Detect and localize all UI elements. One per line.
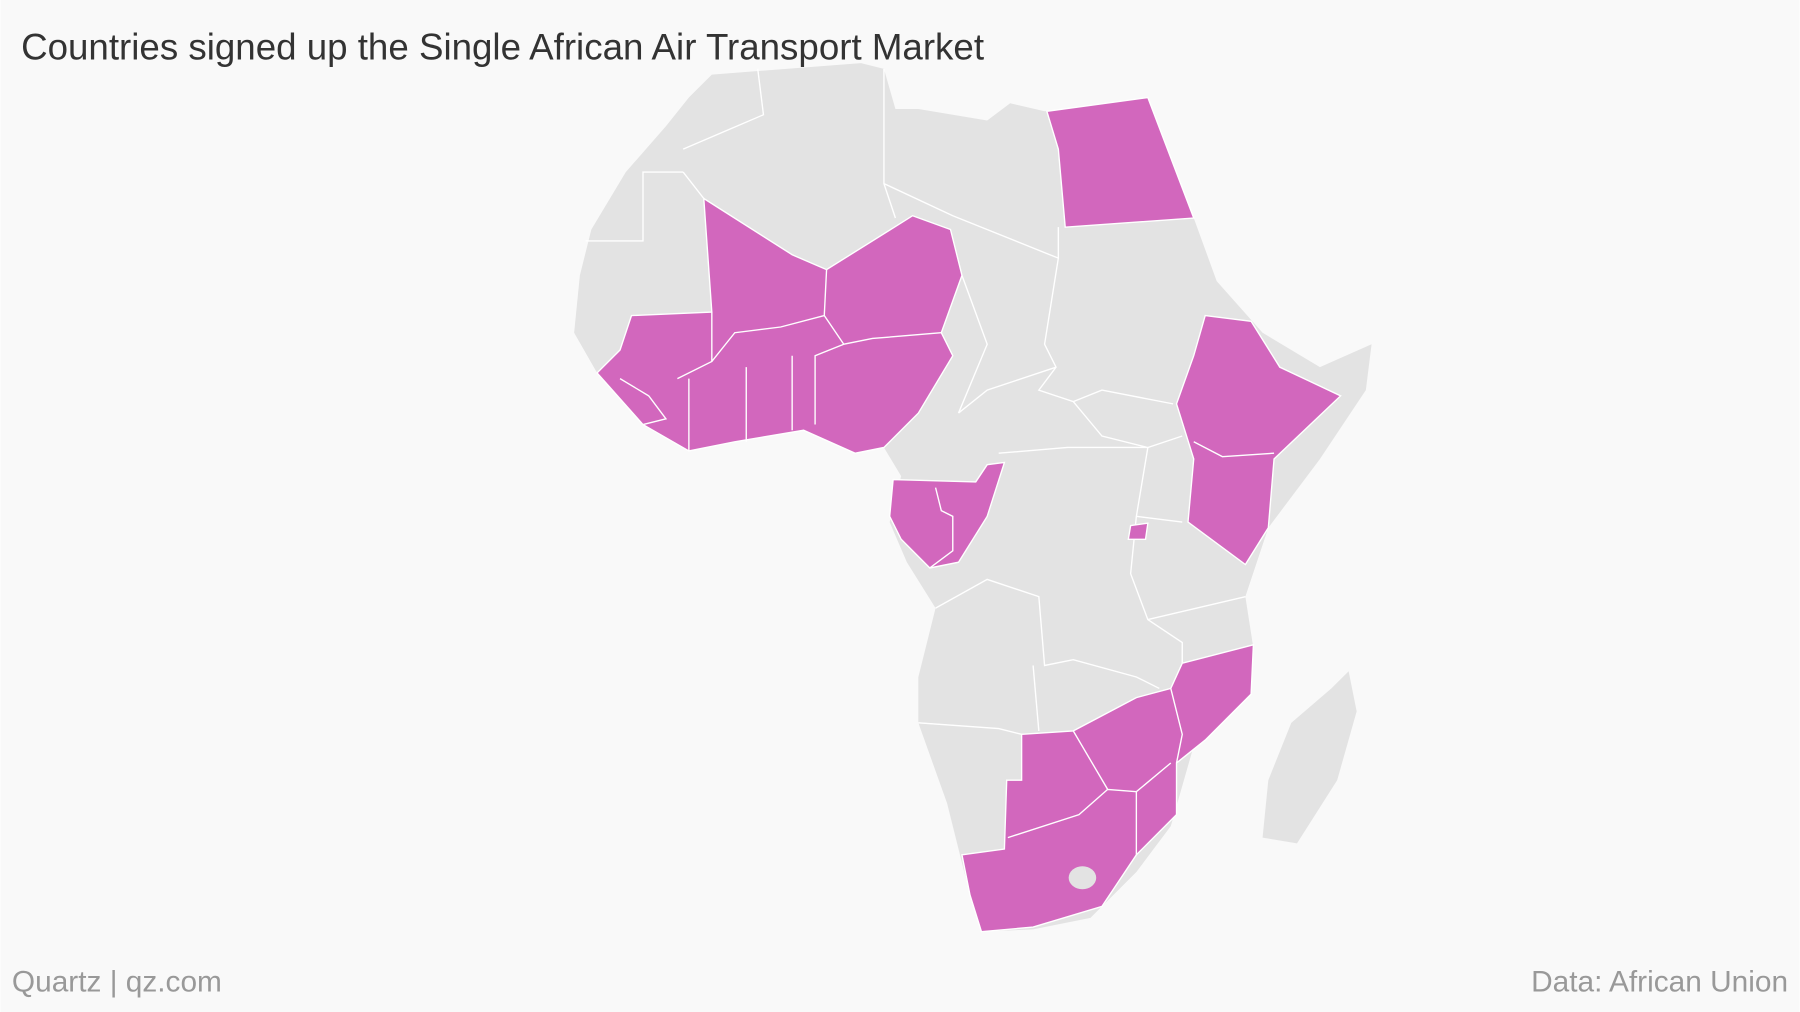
egypt (1045, 96, 1195, 228)
congo-gabon (888, 461, 1006, 569)
chart-title: Countries signed up the Single African A… (21, 27, 984, 68)
congo-gabon-border (929, 487, 954, 569)
west-africa-borders (619, 269, 942, 451)
southern-africa-borders (1007, 688, 1183, 855)
country-borders (585, 68, 1246, 735)
madagascar (1262, 671, 1357, 844)
credit: Quartz | qz.com (12, 965, 222, 998)
map (574, 63, 1372, 933)
ethiopia-kenya-border (1193, 441, 1275, 458)
source: Data: African Union (1531, 965, 1788, 998)
ethiopia-kenya (1175, 314, 1342, 566)
rwanda (1127, 522, 1149, 540)
lesotho (1068, 866, 1097, 890)
